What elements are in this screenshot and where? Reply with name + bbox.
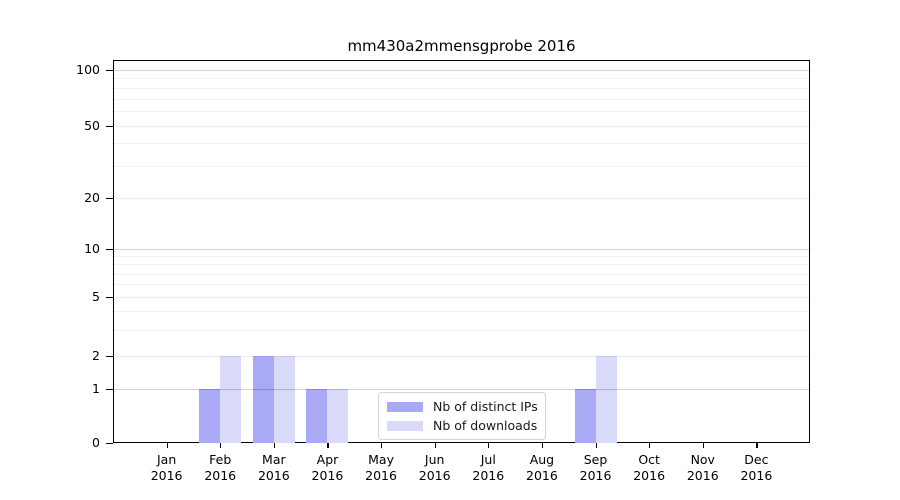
x-tick-mark	[541, 443, 544, 448]
bar-nb-of-distinct-ips-mar	[252, 355, 274, 443]
legend-item-distinct-ips: Nb of distinct IPs	[387, 399, 538, 414]
minor-grid-line	[113, 110, 810, 112]
x-tick-label-dec: Dec 2016	[740, 452, 773, 483]
minor-grid-line	[113, 78, 810, 80]
x-tick-label-jun: Jun 2016	[418, 452, 451, 483]
y-tick-mark	[106, 355, 113, 357]
bar-nb-of-distinct-ips-sep	[574, 388, 596, 443]
y-tick-label: 100	[76, 62, 100, 77]
x-tick-mark	[756, 443, 758, 448]
major-grid-line	[113, 249, 810, 250]
minor-grid-line	[113, 87, 810, 89]
legend: Nb of distinct IPs Nb of downloads	[378, 392, 546, 440]
x-tick-mark	[434, 443, 436, 448]
y-tick-label: 2	[92, 347, 100, 363]
major-grid-line	[113, 70, 810, 71]
x-tick-mark	[220, 443, 222, 448]
sub-grid-line	[113, 198, 810, 199]
legend-swatch-downloads	[387, 420, 423, 431]
y-tick-mark	[106, 198, 113, 200]
x-tick-label-nov: Nov 2016	[686, 452, 719, 483]
bar-nb-of-downloads-apr	[327, 388, 349, 443]
minor-grid-line	[113, 311, 810, 313]
minor-grid-line	[113, 264, 810, 266]
x-tick-label-mar: Mar 2016	[257, 452, 290, 483]
bar-nb-of-distinct-ips-feb	[199, 388, 221, 443]
minor-grid-line	[113, 329, 810, 331]
chart-title: mm430a2mmensgprobe 2016	[347, 37, 576, 55]
bar-nb-of-distinct-ips-apr	[306, 388, 328, 443]
x-tick-mark	[381, 443, 383, 448]
y-tick-label: 20	[84, 190, 100, 205]
y-tick-mark	[106, 297, 113, 299]
y-tick-label: 5	[92, 289, 100, 304]
y-tick-label: 10	[84, 241, 100, 256]
x-tick-label-aug: Aug 2016	[526, 452, 558, 483]
x-tick-mark	[595, 443, 597, 448]
x-tick-label-oct: Oct 2016	[633, 452, 666, 483]
sub-grid-line	[113, 355, 810, 357]
x-tick-mark	[327, 443, 329, 448]
x-tick-mark	[649, 443, 651, 448]
legend-swatch-distinct-ips	[387, 401, 423, 412]
minor-grid-line	[113, 143, 810, 145]
y-tick-label: 50	[84, 117, 100, 133]
x-tick-label-feb: Feb 2016	[204, 452, 237, 483]
y-tick-mark	[106, 249, 113, 251]
y-tick-mark	[106, 70, 113, 72]
y-tick-label: 0	[92, 435, 100, 450]
y-tick-mark	[106, 125, 113, 127]
x-tick-mark	[166, 443, 168, 448]
axes-spines	[113, 60, 810, 443]
x-tick-mark	[488, 443, 490, 448]
x-tick-label-may: May 2016	[365, 452, 397, 483]
legend-item-downloads: Nb of downloads	[387, 418, 538, 433]
sub-grid-line	[113, 297, 810, 298]
x-tick-mark	[702, 443, 704, 448]
minor-grid-line	[113, 165, 810, 167]
y-tick-mark	[106, 388, 113, 390]
bar-nb-of-downloads-feb	[220, 355, 242, 443]
x-tick-label-apr: Apr 2016	[311, 452, 344, 483]
x-tick-label-sep: Sep 2016	[579, 452, 612, 483]
major-grid-line	[113, 388, 810, 390]
minor-grid-line	[113, 273, 810, 275]
minor-grid-line	[113, 284, 810, 286]
x-tick-label-jan: Jan 2016	[150, 452, 183, 483]
x-tick-label-jul: Jul 2016	[472, 452, 505, 483]
minor-grid-line	[113, 256, 810, 258]
x-tick-mark	[273, 443, 276, 448]
bar-nb-of-downloads-sep	[595, 355, 617, 443]
bar-nb-of-downloads-mar	[273, 355, 295, 443]
legend-label-distinct-ips: Nb of distinct IPs	[433, 399, 538, 414]
y-tick-mark	[106, 443, 113, 445]
minor-grid-line	[113, 98, 810, 100]
legend-label-downloads: Nb of downloads	[433, 418, 538, 433]
sub-grid-line	[113, 125, 810, 127]
y-tick-label: 1	[92, 380, 100, 396]
